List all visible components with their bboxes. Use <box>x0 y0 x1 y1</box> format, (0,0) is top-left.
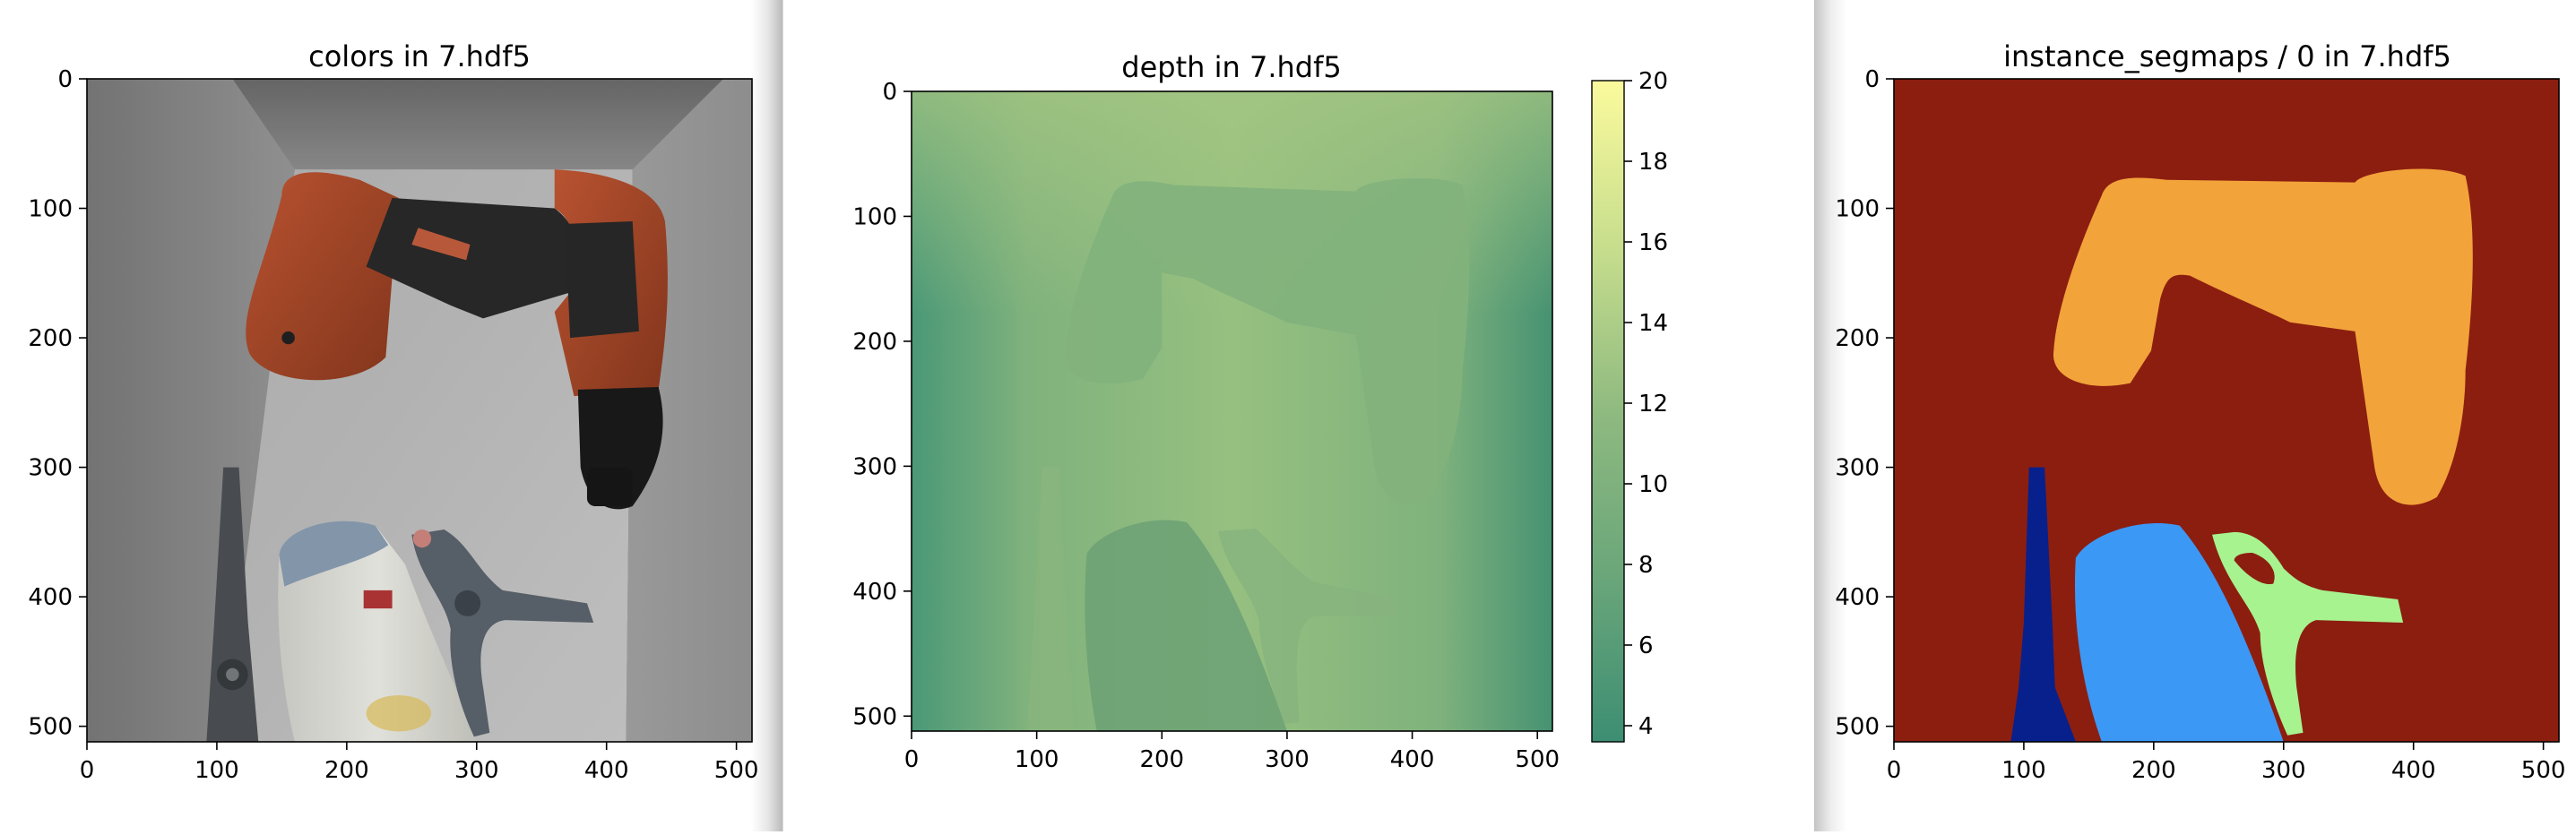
colorbar-tick-label: 8 <box>1638 552 1654 579</box>
y-tick-label: 500 <box>852 703 897 730</box>
panel-title: colors in 7.hdf5 <box>308 39 531 73</box>
y-tick-label: 0 <box>1864 66 1880 93</box>
drill <box>246 169 668 510</box>
x-tick-label: 300 <box>2261 757 2306 784</box>
y-tick-label: 500 <box>1835 714 1880 741</box>
y-tick-label: 200 <box>1835 325 1880 352</box>
colorbar-tick-label: 20 <box>1638 68 1668 95</box>
segment-clamp <box>2212 531 2404 736</box>
y-tick-label: 200 <box>852 329 897 356</box>
colorbar-tick-label: 6 <box>1638 633 1654 659</box>
x-tick-label: 500 <box>714 757 759 784</box>
colorbar-tick-label: 16 <box>1638 229 1668 256</box>
colorbar-tick-label: 18 <box>1638 149 1668 176</box>
colorbar-tick-label: 14 <box>1638 310 1668 337</box>
colorbar-tick-label: 10 <box>1638 471 1668 498</box>
x-tick-label: 200 <box>1139 746 1184 773</box>
y-tick-label: 300 <box>852 453 897 480</box>
colorbar-tick-label: 12 <box>1638 391 1668 418</box>
colorbar-tick-label: 4 <box>1638 713 1654 740</box>
panel-title: depth in 7.hdf5 <box>1121 50 1341 84</box>
colorbar <box>1591 80 1625 743</box>
clamp <box>411 529 594 737</box>
y-tick-label: 100 <box>852 203 897 230</box>
depth-axes-frame <box>911 90 1553 732</box>
depth-panel: depth in 7.hdf5 0 100 200 300 400 500 0 100 200 3… <box>852 50 1668 773</box>
x-tick-label: 300 <box>454 757 499 784</box>
y-tick-label: 100 <box>1835 196 1880 223</box>
x-tick-label: 300 <box>1265 746 1310 773</box>
x-tick-label: 500 <box>2521 757 2566 784</box>
segmaps-panel: instance_segmaps / 0 in 7.hdf5 0 100 200 30… <box>1835 39 2565 784</box>
colors-axes-frame <box>86 78 753 743</box>
y-tick-label: 100 <box>28 196 73 223</box>
y-tick-label: 200 <box>28 325 73 352</box>
y-tick-label: 0 <box>882 79 897 106</box>
x-tick-label: 200 <box>324 757 369 784</box>
x-tick-label: 100 <box>2001 757 2046 784</box>
scissors <box>206 467 259 742</box>
x-tick-label: 500 <box>1515 746 1560 773</box>
x-tick-label: 400 <box>2391 757 2436 784</box>
segmap-axes-frame <box>1893 78 2560 743</box>
y-tick-label: 500 <box>28 714 73 741</box>
depth-heatmap <box>912 91 1552 731</box>
back-wall <box>232 79 724 170</box>
colors-image <box>87 79 752 742</box>
panel-separator-line <box>782 0 783 831</box>
segment-bottle <box>2074 522 2284 742</box>
panel-edge-shade <box>1814 0 1846 831</box>
segmap-image <box>1894 79 2559 742</box>
x-tick-label: 0 <box>80 757 95 784</box>
segment-scissors <box>2010 467 2076 742</box>
x-tick-label: 200 <box>2131 757 2176 784</box>
x-tick-label: 100 <box>194 757 239 784</box>
y-tick-label: 0 <box>57 66 73 93</box>
colors-panel: colors in 7.hdf5 <box>28 39 758 784</box>
x-tick-label: 0 <box>1887 757 1902 784</box>
y-tick-label: 300 <box>28 455 73 482</box>
y-tick-label: 400 <box>852 579 897 606</box>
x-tick-label: 100 <box>1015 746 1059 773</box>
segment-drill <box>2053 168 2473 505</box>
bottle <box>278 521 477 742</box>
y-tick-label: 400 <box>1835 584 1880 611</box>
panel-edge-shade <box>751 0 783 831</box>
x-tick-label: 400 <box>1390 746 1435 773</box>
y-tick-label: 300 <box>1835 455 1880 482</box>
x-tick-label: 0 <box>904 746 920 773</box>
x-tick-label: 400 <box>584 757 629 784</box>
panel-title: instance_segmaps / 0 in 7.hdf5 <box>2003 39 2451 73</box>
y-tick-label: 400 <box>28 584 73 611</box>
